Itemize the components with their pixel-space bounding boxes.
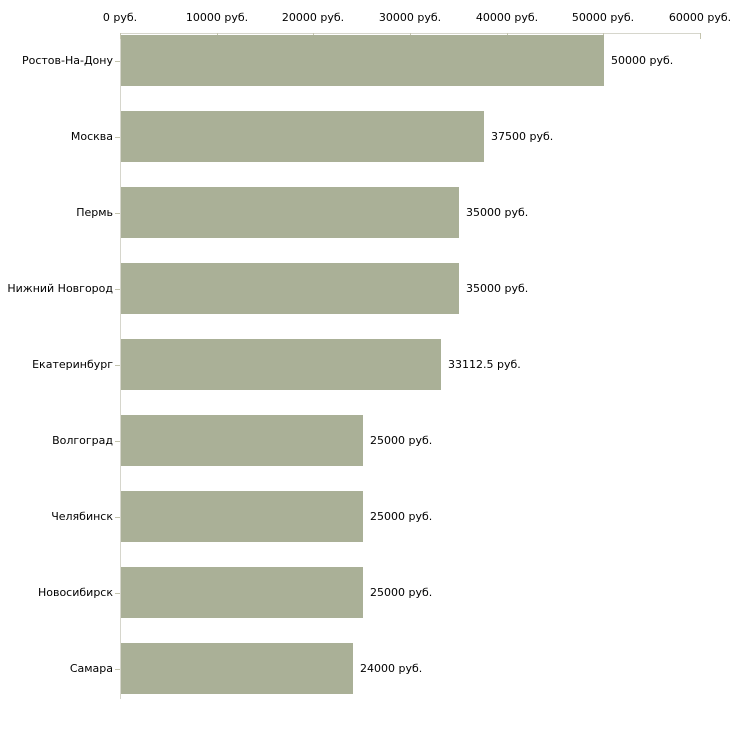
value-label: 35000 руб. (466, 206, 529, 219)
x-axis-tick-mark (120, 33, 121, 39)
category-label: Самара (69, 662, 113, 675)
bar (121, 491, 363, 542)
value-label: 35000 руб. (466, 282, 529, 295)
category-label: Волгоград (52, 434, 113, 447)
category-label: Москва (70, 130, 113, 143)
value-label: 25000 руб. (370, 434, 433, 447)
value-label: 25000 руб. (370, 510, 433, 523)
bar (121, 263, 459, 314)
category-label: Новосибирск (37, 586, 113, 599)
bar (121, 415, 363, 466)
bar (121, 339, 441, 390)
value-label: 37500 руб. (491, 130, 554, 143)
category-label: Челябинск (51, 510, 113, 523)
bar (121, 567, 363, 618)
value-label: 24000 руб. (360, 662, 423, 675)
y-axis-tick-mark (115, 61, 120, 62)
y-axis-tick-mark (115, 365, 120, 366)
value-label: 50000 руб. (611, 54, 674, 67)
category-label: Ростов-На-Дону (21, 54, 113, 67)
y-axis-tick-mark (115, 289, 120, 290)
x-axis-tick-label: 10000 руб. (185, 11, 249, 24)
bar (121, 643, 353, 694)
y-axis-tick-mark (115, 213, 120, 214)
category-label: Пермь (76, 206, 113, 219)
x-axis-tick-label: 30000 руб. (378, 11, 442, 24)
x-axis-tick-label: 50000 руб. (571, 11, 635, 24)
y-axis-tick-mark (115, 669, 120, 670)
bar (121, 187, 459, 238)
bar (121, 111, 484, 162)
value-label: 33112.5 руб. (448, 358, 521, 371)
category-label: Нижний Новгород (7, 282, 113, 295)
category-label: Екатеринбург (32, 358, 113, 371)
value-label: 25000 руб. (370, 586, 433, 599)
y-axis-tick-mark (115, 441, 120, 442)
x-axis-tick-label: 0 руб. (102, 11, 138, 24)
y-axis-line (120, 33, 121, 699)
x-axis-tick-label: 60000 руб. (668, 11, 730, 24)
y-axis-tick-mark (115, 593, 120, 594)
x-axis-tick-label: 40000 руб. (475, 11, 539, 24)
bar (121, 35, 604, 86)
y-axis-tick-mark (115, 517, 120, 518)
y-axis-tick-mark (115, 137, 120, 138)
x-axis-tick-label: 20000 руб. (281, 11, 345, 24)
x-axis-tick-mark (700, 33, 701, 39)
